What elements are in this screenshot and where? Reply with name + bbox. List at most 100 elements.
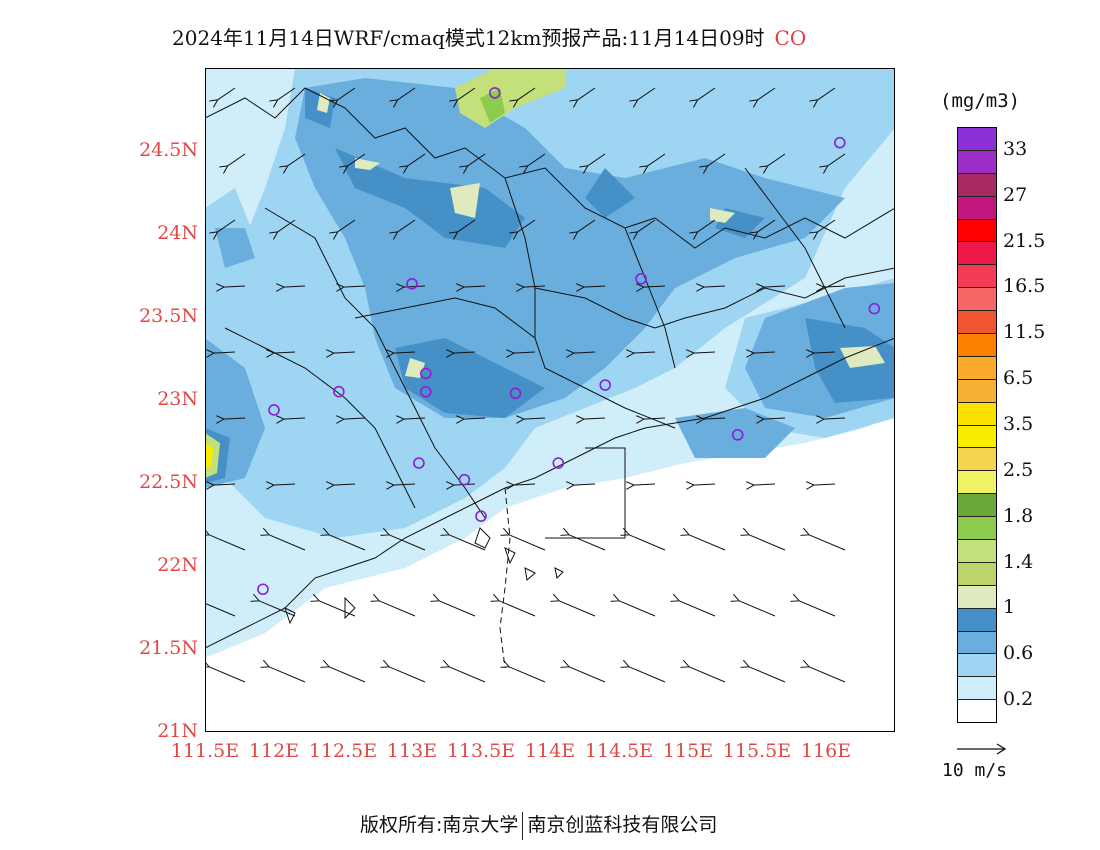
wind-vector <box>513 352 536 353</box>
wind-vector <box>523 286 546 287</box>
wind-vector <box>527 153 546 166</box>
wind-vector <box>817 219 836 232</box>
colorbar-swatch <box>958 631 996 655</box>
station-marker <box>420 367 432 380</box>
wind-vector <box>403 418 426 419</box>
station-marker <box>406 278 418 290</box>
colorbar-swatch <box>958 242 996 266</box>
colorbar-label: 27 <box>1003 183 1028 206</box>
wind-vector <box>688 666 726 683</box>
wind-vector <box>583 286 606 287</box>
footer-separator <box>522 811 524 840</box>
wind-vector <box>753 484 776 485</box>
colorbar-swatch <box>958 173 996 197</box>
wind-vector <box>678 600 716 617</box>
wind-vector <box>633 484 656 485</box>
wind-vector <box>268 534 306 551</box>
wind-vector <box>693 352 716 353</box>
wind-vector <box>393 352 416 353</box>
colorbar-swatch <box>958 196 996 220</box>
wind-vector <box>707 153 726 166</box>
wind-vector <box>378 600 416 617</box>
wind-vector <box>403 286 426 287</box>
wind-reference-arrow <box>957 743 1007 755</box>
wind-vector <box>628 534 666 551</box>
wind-vector <box>767 153 786 166</box>
wind-vector <box>577 219 596 232</box>
colorbar-label: 11.5 <box>1003 321 1046 344</box>
wind-vector <box>397 219 416 232</box>
wind-vector <box>763 286 786 287</box>
y-tick-label: 21.5N <box>139 637 198 659</box>
colorbar-label: 1 <box>1003 596 1016 619</box>
x-tick-label: 114E <box>524 740 576 762</box>
colorbar-label: 2.5 <box>1003 458 1034 481</box>
colorbar-swatch <box>958 219 996 243</box>
colorbar-swatch <box>958 585 996 609</box>
wind-reference-label: 10 m/s <box>942 760 1008 781</box>
station-marker <box>458 473 471 486</box>
wind-vector <box>258 600 296 617</box>
copyright-footer: 版权所有:南京大学 南京创蓝科技有限公司 <box>360 810 717 840</box>
wind-vector <box>407 153 426 166</box>
station-marker <box>552 457 565 469</box>
wind-vector <box>813 352 836 353</box>
x-tick-label: 112E <box>248 740 300 762</box>
wind-vector <box>273 484 296 485</box>
station-marker <box>257 583 269 596</box>
wind-vector <box>517 87 536 100</box>
wind-vector <box>388 666 426 683</box>
wind-vector <box>568 534 606 551</box>
wind-vector <box>508 534 546 551</box>
wind-vector <box>637 87 656 100</box>
wind-vectors <box>205 87 846 683</box>
colorbar-swatch <box>958 517 996 541</box>
wind-vector <box>213 484 236 485</box>
x-tick-label: 114.5E <box>584 740 654 762</box>
wind-vector <box>688 534 726 551</box>
wind-vector <box>523 418 546 419</box>
wind-vector <box>227 153 246 166</box>
colorbar-label: 0.6 <box>1003 642 1034 665</box>
contour-1.4 <box>205 88 895 483</box>
wind-vector <box>208 666 246 683</box>
wind-vector <box>697 219 716 232</box>
wind-vector <box>618 600 656 617</box>
colorbar-swatch <box>958 562 996 586</box>
wind-vector <box>823 286 846 287</box>
wind-vector <box>513 484 536 485</box>
wind-vector <box>498 600 536 617</box>
colorbar-swatch <box>958 540 996 563</box>
station-marker <box>599 379 612 391</box>
colorbar-label: 6.5 <box>1003 367 1034 390</box>
wind-vector <box>337 219 356 232</box>
species-label: CO <box>774 26 807 50</box>
wind-vector <box>277 219 296 232</box>
contour-high <box>205 68 885 478</box>
wind-vector <box>273 352 296 353</box>
wind-vector <box>703 418 726 419</box>
station-marker <box>333 385 345 398</box>
wind-vector <box>393 484 416 485</box>
y-tick-label: 22.5N <box>139 471 198 493</box>
colorbar-swatch <box>958 356 996 380</box>
wind-vector <box>738 600 776 617</box>
x-tick-label: 111.5E <box>170 740 240 762</box>
y-tick-label: 24N <box>157 222 198 244</box>
colorbar-label: 0.2 <box>1003 688 1034 711</box>
station-marker <box>488 87 501 99</box>
wind-vector <box>337 87 356 100</box>
wind-vector <box>287 153 306 166</box>
wind-vector <box>318 600 356 617</box>
colorbar-swatch <box>958 677 996 701</box>
wind-vector <box>817 87 836 100</box>
colorbar-swatch <box>958 265 996 289</box>
wind-vector <box>697 87 716 100</box>
wind-vector <box>328 666 366 683</box>
x-tick-label: 115.5E <box>722 740 792 762</box>
station-marker <box>635 273 647 285</box>
wind-vector <box>448 666 486 683</box>
wind-vector <box>463 286 486 287</box>
colorbar-label: 21.5 <box>1003 229 1046 252</box>
map-plot <box>205 68 895 732</box>
